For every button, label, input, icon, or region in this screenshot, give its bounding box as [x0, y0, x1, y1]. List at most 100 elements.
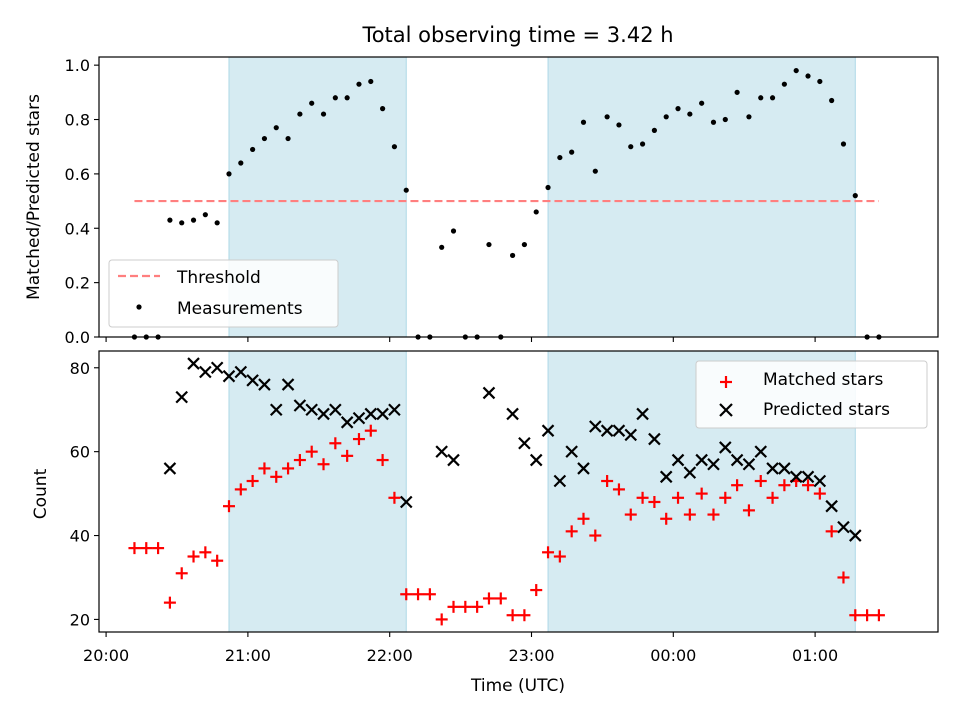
predicted-star-point — [376, 407, 389, 421]
measurement-point — [250, 146, 256, 153]
matched-star-point — [482, 592, 495, 605]
measurement-point — [309, 100, 315, 106]
predicted-legend-label: Predicted stars — [763, 400, 890, 420]
predicted-star-stroke — [600, 424, 614, 437]
predicted-star-point — [435, 445, 448, 458]
predicted-star-stroke — [187, 357, 200, 370]
matched-star-point — [589, 529, 602, 542]
predicted-star-stroke — [589, 420, 602, 433]
matched-star-point — [459, 600, 472, 613]
count-ytick-label: 60 — [70, 443, 90, 462]
ratio-ytick-label: 0.6 — [65, 165, 90, 184]
predicted-star-stroke — [175, 390, 188, 404]
predicted-star-point — [766, 462, 779, 475]
predicted-star-point — [600, 424, 614, 437]
measurement-point — [368, 78, 374, 85]
measurement-point — [545, 184, 551, 191]
predicted-star-stroke — [801, 470, 815, 484]
measurement-point — [509, 252, 516, 259]
matched-star-point — [128, 542, 141, 555]
measurement-point — [533, 209, 539, 215]
matched-star-point — [447, 600, 460, 613]
predicted-star-stroke — [648, 432, 661, 446]
predicted-star-point — [801, 470, 815, 484]
predicted-star-stroke — [269, 403, 283, 416]
matched-star-point — [376, 454, 389, 467]
measurement-point — [226, 171, 232, 177]
predicted-star-stroke — [778, 462, 791, 475]
predicted-legend-marker — [719, 403, 733, 417]
measurement-point — [710, 119, 717, 125]
matched-star-point — [518, 609, 531, 622]
predicted-star-point — [340, 416, 354, 429]
predicted-star-stroke — [766, 462, 779, 475]
predicted-star-point — [719, 441, 732, 454]
measurement-point — [320, 111, 327, 117]
predicted-star-stroke — [529, 453, 543, 467]
predicted-star-stroke — [730, 453, 744, 467]
measurements-legend-marker — [136, 304, 142, 310]
matched-star-point — [872, 609, 885, 622]
ratio-legend-box — [108, 259, 339, 328]
matched-star-point — [317, 458, 330, 471]
matched-star-point — [305, 445, 318, 458]
measurement-point — [628, 144, 634, 150]
measurement-point — [297, 111, 303, 117]
predicted-star-stroke — [293, 399, 307, 412]
matched-star-point — [246, 475, 259, 488]
measurement-point — [391, 144, 398, 150]
matched-star-point — [742, 504, 755, 517]
predicted-star-stroke — [222, 369, 236, 383]
matched-star-point — [211, 554, 224, 567]
predicted-star-stroke — [671, 453, 685, 467]
predicted-star-stroke — [719, 441, 732, 454]
predicted-star-stroke — [329, 403, 342, 416]
matched-star-point — [341, 449, 354, 462]
predicted-star-point — [553, 474, 567, 488]
measurement-point — [722, 116, 728, 123]
matched-star-point — [506, 609, 519, 622]
predicted-star-stroke — [388, 403, 401, 416]
matched-star-point — [754, 475, 767, 488]
measurement-point — [439, 244, 445, 250]
matched-star-point — [707, 508, 720, 521]
predicted-star-point — [636, 407, 649, 421]
matched-star-point — [423, 588, 436, 601]
count-panel-frame — [98, 350, 939, 633]
predicted-star-point — [258, 378, 271, 391]
measurement-point — [746, 114, 752, 120]
matched-star-point — [140, 542, 153, 555]
ratio-ytick-label: 0.8 — [65, 111, 90, 130]
matched-star-point — [199, 546, 212, 559]
predicted-star-stroke — [281, 378, 295, 391]
measurement-point — [852, 193, 858, 199]
matched-star-point — [352, 433, 365, 446]
ratio-ytick-label: 1.0 — [65, 56, 90, 75]
matched-star-point — [222, 500, 235, 513]
predicted-star-point — [222, 369, 236, 383]
predicted-star-point — [199, 365, 212, 379]
matched-star-point — [636, 491, 649, 504]
ratio-panel: 0.0 0.2 0.4 0.6 0.8 1.0 Matched/Predicted sta… — [24, 56, 939, 347]
predicted-star-point — [837, 520, 850, 534]
predicted-star-stroke — [305, 403, 318, 416]
predicted-star-stroke — [199, 365, 212, 379]
matched-star-point — [695, 487, 708, 500]
measurement-point — [616, 122, 622, 128]
predicted-star-stroke — [813, 474, 827, 488]
measurement-point — [356, 81, 362, 87]
shaded-interval — [547, 56, 856, 338]
matched-star-point — [672, 491, 685, 504]
matched-star-point — [731, 479, 744, 492]
matched-star-point — [837, 571, 850, 584]
predicted-star-point — [683, 466, 697, 479]
predicted-star-point — [518, 436, 531, 450]
count-legend-box — [695, 360, 928, 429]
predicted-star-point — [364, 407, 378, 421]
predicted-star-point — [589, 420, 602, 433]
measurement-point — [557, 154, 563, 161]
predicted-star-point — [624, 428, 638, 442]
predicted-star-stroke — [210, 361, 224, 375]
predicted-star-point — [317, 407, 330, 421]
